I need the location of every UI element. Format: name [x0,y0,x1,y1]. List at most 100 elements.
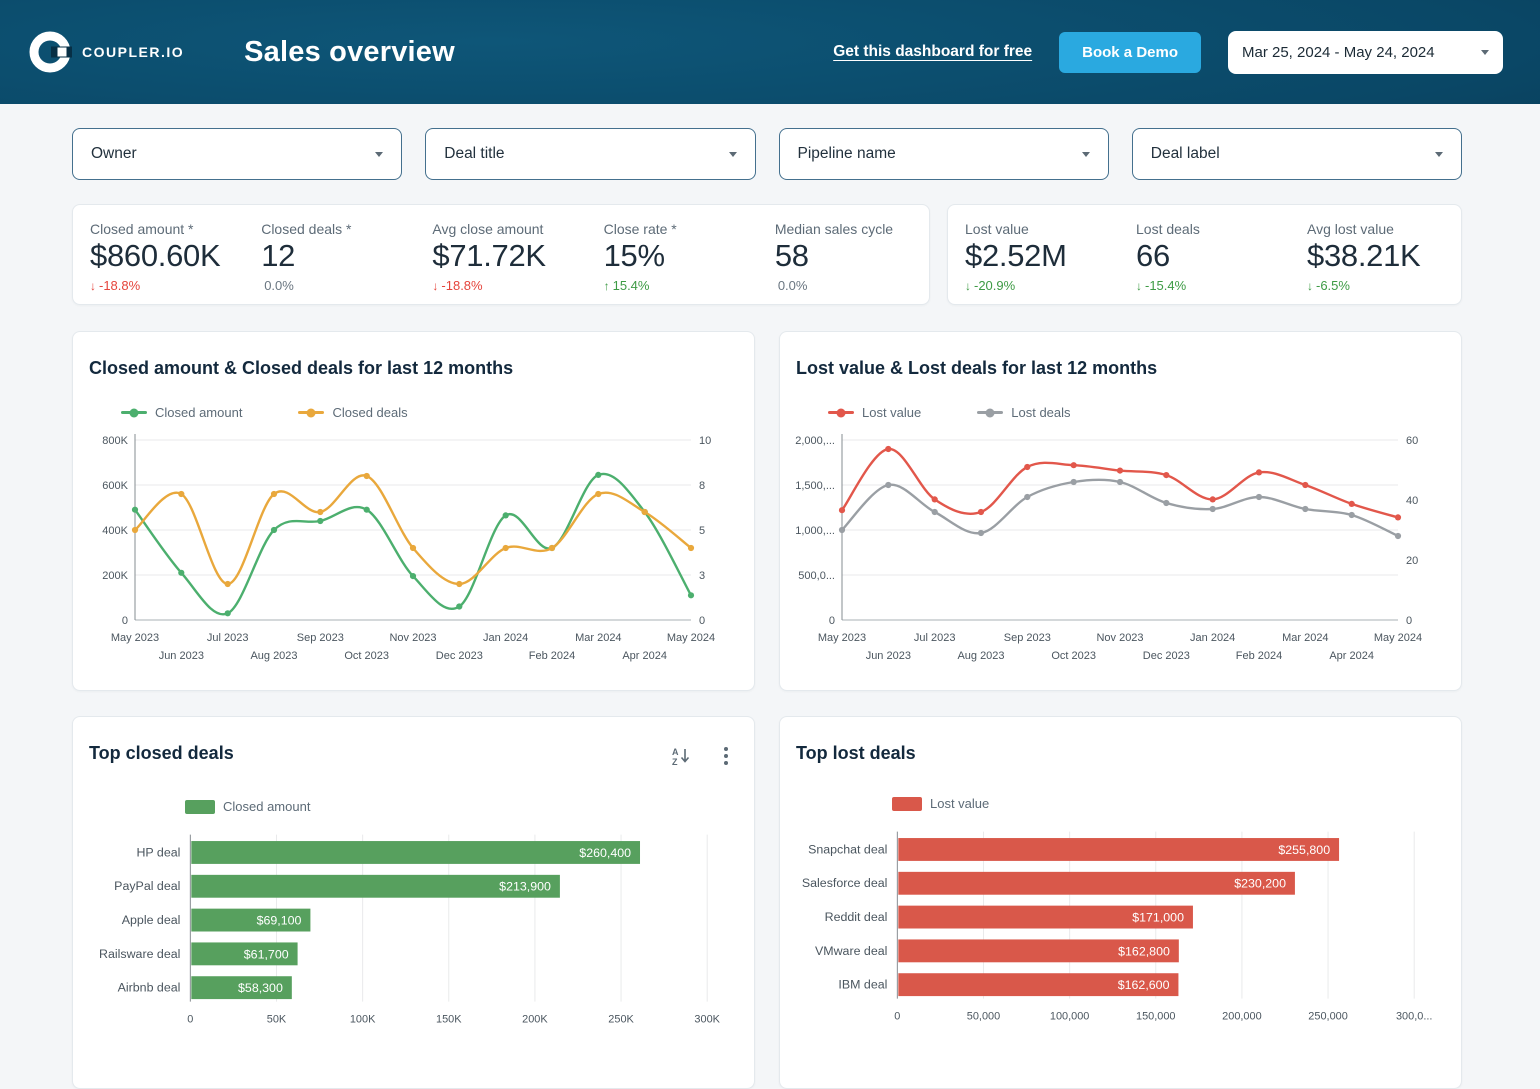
chart-title: Lost value & Lost deals for last 12 mont… [796,358,1158,378]
svg-text:Mar 2024: Mar 2024 [1282,632,1328,644]
legend-label: Closed amount [155,405,243,420]
lost-trend-line-chart[interactable]: 2,000,... 1,500,... 1,000,... 500,0... 0 60 40… [788,428,1452,666]
svg-text:Aug 2023: Aug 2023 [957,650,1004,662]
svg-text:60: 60 [1406,435,1418,447]
kpi-value: 15% [603,238,665,273]
get-dashboard-link[interactable]: Get this dashboard for free [833,43,1033,60]
svg-text:Jun 2023: Jun 2023 [866,650,911,662]
svg-text:0: 0 [1406,615,1412,627]
kpi-delta: ↓ -18.8% [432,278,586,293]
kpi-value: 66 [1136,238,1170,273]
svg-text:Jun 2023: Jun 2023 [159,650,204,662]
svg-text:$69,100: $69,100 [257,914,302,928]
chevron-down-icon [1081,151,1090,157]
svg-text:Sep 2023: Sep 2023 [297,632,344,644]
legend-label: Lost value [930,796,990,811]
top-lost-deals-bar-chart[interactable]: 0 50,000 100,000 150,000 200,000 250,000 300,0… [788,829,1448,1029]
svg-text:5: 5 [699,525,705,537]
kpi-value: $860.60K [90,238,221,273]
legend-lost-value: Lost value [828,405,921,420]
legend-label: Closed deals [332,405,408,420]
svg-text:Mar 2024: Mar 2024 [575,632,621,644]
svg-text:20: 20 [1406,555,1418,567]
svg-text:50,000: 50,000 [967,1010,1000,1022]
kpi-label: Closed amount * [90,221,194,237]
filter-label: Deal title [444,145,505,162]
svg-text:$61,700: $61,700 [244,947,289,961]
date-range-value: Mar 25, 2024 - May 24, 2024 [1242,43,1435,61]
filter-deal-label[interactable]: Deal label [1131,128,1462,180]
svg-text:1,000,...: 1,000,... [795,525,835,537]
filter-pipeline-name[interactable]: Pipeline name [778,128,1109,180]
filter-bar: Owner Deal title Pipeline name Deal labe… [72,128,1462,180]
more-options-icon[interactable] [718,745,734,767]
kpi-delta: 0.0% [775,278,929,293]
delta-value: -15.4% [1145,278,1187,293]
kpi-value: $2.52M [965,238,1067,273]
lost-trend-card: Lost value & Lost deals for last 12 mont… [779,331,1462,691]
svg-text:Jan 2024: Jan 2024 [1190,632,1235,644]
svg-text:IBM deal: IBM deal [838,978,887,992]
svg-text:2,000,...: 2,000,... [795,435,835,447]
kpi-label: Avg close amount [432,221,544,237]
kpi-delta: ↓ -20.9% [965,278,1119,293]
top-closed-deals-bar-chart[interactable]: 0 50K 100K 150K 200K 250K 300K HP deal $260,400 P… [81,832,741,1032]
svg-text:100,000: 100,000 [1050,1010,1089,1022]
kpi-label: Lost value [965,221,1029,237]
delta-value: 0.0% [264,278,294,293]
book-demo-button[interactable]: Book a Demo [1059,31,1201,73]
filter-deal-title[interactable]: Deal title [425,128,756,180]
svg-text:PayPal deal: PayPal deal [114,879,180,893]
delta-arrow-icon: ↓ [432,278,439,293]
filter-owner[interactable]: Owner [72,128,403,180]
closed-kpi-card: Closed amount * $860.60K ↓ -18.8% Closed… [72,204,930,305]
chart-legend: Lost value Lost deals [828,405,1461,420]
kpi-avg-lost-value: Avg lost value $38.21K ↓ -6.5% [1290,205,1461,304]
top-lost-deals-card: Top lost deals Lost value 0 50,000 100,000… [779,716,1462,1089]
svg-text:A: A [672,747,679,757]
delta-arrow-icon: ↓ [1136,278,1142,293]
kpi-delta: ↑ 15.4% [604,278,758,293]
chevron-down-icon [1435,151,1443,157]
sort-az-icon[interactable]: A Z [670,746,692,767]
svg-text:Airbnb deal: Airbnb deal [118,981,181,995]
delta-arrow-icon: ↓ [965,278,971,293]
kpi-close-rate: Close rate * 15% ↑ 15.4% [587,205,758,304]
svg-text:0: 0 [829,615,835,627]
svg-text:250,000: 250,000 [1308,1010,1347,1022]
legend-label: Lost deals [1011,405,1071,420]
delta-arrow-icon: ↑ [603,278,610,293]
date-range-picker[interactable]: Mar 25, 2024 - May 24, 2024 [1228,30,1503,74]
svg-text:50K: 50K [267,1013,287,1025]
svg-text:250K: 250K [608,1013,634,1025]
kpi-delta: ↓ -15.4% [1136,278,1290,293]
svg-text:$255,800: $255,800 [1278,843,1330,857]
kpi-value: $38.21K [1307,238,1421,273]
svg-text:3: 3 [699,570,705,582]
svg-text:0: 0 [122,615,128,627]
svg-text:May 2023: May 2023 [818,632,866,644]
delta-value: -6.5% [1316,278,1350,293]
legend-swatch [977,411,1004,414]
kpi-value: $71.72K [432,238,546,273]
svg-text:Nov 2023: Nov 2023 [389,632,436,644]
delta-arrow-icon: ↓ [90,278,96,293]
chart-title: Top closed deals [89,743,234,763]
kpi-label: Close rate * [603,221,677,237]
svg-text:300K: 300K [694,1013,720,1025]
kpi-label: Lost deals [1136,221,1200,237]
svg-text:1,500,...: 1,500,... [795,480,835,492]
svg-text:Apple deal: Apple deal [122,913,181,927]
chevron-down-icon [375,151,384,157]
legend-label: Lost value [862,405,922,420]
svg-text:$162,800: $162,800 [1118,944,1170,958]
svg-text:$213,900: $213,900 [499,880,551,894]
svg-text:Dec 2023: Dec 2023 [1143,650,1190,662]
svg-text:$162,600: $162,600 [1118,978,1170,992]
closed-trend-card: Closed amount & Closed deals for last 12… [72,331,755,691]
chart-title: Closed amount & Closed deals for last 12… [89,358,514,378]
svg-text:$58,300: $58,300 [238,981,283,995]
chevron-down-icon [728,151,737,157]
svg-text:Sep 2023: Sep 2023 [1004,632,1051,644]
